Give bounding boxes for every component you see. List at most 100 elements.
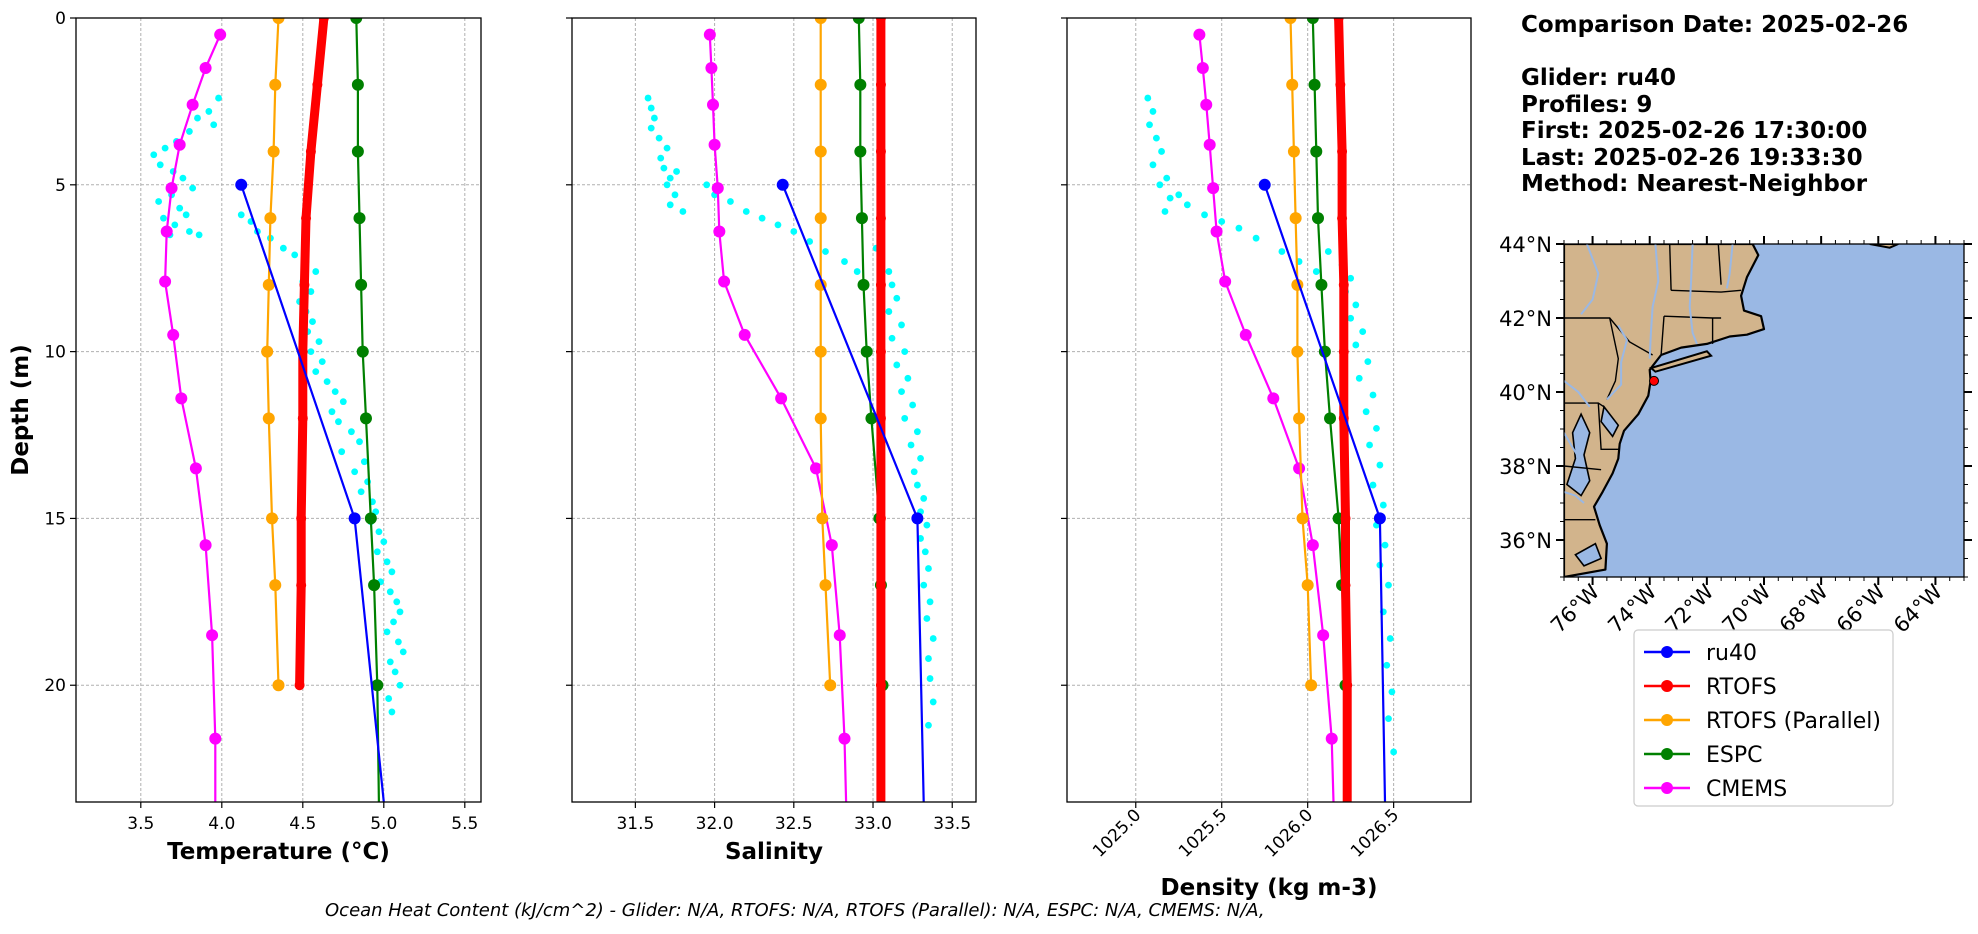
lat-tick-label: 40°N <box>1499 381 1552 405</box>
map-area <box>1564 244 1899 577</box>
series-marker <box>911 512 924 525</box>
series-marker <box>857 278 870 291</box>
legend-marker <box>1661 680 1673 692</box>
lon-tick-label: 66°W <box>1832 579 1890 637</box>
glider-point <box>1352 341 1360 349</box>
bay <box>1600 404 1620 438</box>
glider-point <box>1163 174 1171 182</box>
series-marker <box>312 79 323 90</box>
x-tick-label: 32.0 <box>696 814 734 834</box>
river <box>1564 432 1585 467</box>
series-marker <box>209 732 222 745</box>
series-marker <box>186 98 199 111</box>
glider-point <box>205 108 213 115</box>
series-marker <box>1373 512 1386 525</box>
glider-point <box>673 168 680 175</box>
legend-label: CMEMS <box>1706 777 1787 802</box>
glider-point <box>1149 161 1157 169</box>
glider-point <box>660 164 668 172</box>
x-tick-label: 1025.0 <box>1089 805 1145 861</box>
river <box>1648 244 1660 359</box>
glider-point <box>923 615 931 622</box>
glider-point <box>1388 688 1396 696</box>
glider-location-map: 44°N 42°N 40°N 38°N 36°N 76°W 74°W 72°W 70°W 68°W… <box>1499 233 1972 638</box>
series-marker <box>814 18 827 24</box>
x-tick-label: 33.5 <box>933 814 971 834</box>
last-profile-time: Last: 2025-02-26 19:33:30 <box>1521 144 1863 171</box>
lon-tick-label: 72°W <box>1660 579 1718 637</box>
plot-area <box>1144 18 1398 802</box>
state-border <box>1671 289 1742 293</box>
series-marker <box>1296 512 1309 525</box>
comparison-info: Comparison Date: 2025-02-26 Glider: ru40… <box>1521 12 1908 198</box>
series-marker <box>707 98 720 111</box>
river <box>1606 324 1628 401</box>
series-marker <box>854 145 867 158</box>
x-tick-label: 1026.5 <box>1347 805 1403 861</box>
glider-point <box>328 408 336 416</box>
series-marker <box>351 145 364 158</box>
glider-point <box>822 248 829 255</box>
salinity-panel: 31.5 32.0 32.5 33.0 33.5 Salinity <box>566 17 977 865</box>
axes-frame <box>1066 17 1472 803</box>
long-island <box>1649 350 1713 373</box>
series-marker <box>214 28 227 41</box>
series-marker <box>713 225 726 238</box>
glider-point <box>1369 391 1377 399</box>
series-marker <box>1203 138 1216 151</box>
series-marker <box>235 178 248 191</box>
series-marker <box>738 328 751 341</box>
glider-point <box>647 104 655 112</box>
series-marker <box>814 345 827 358</box>
glider-point <box>1183 201 1191 209</box>
y-tick-label: 0 <box>55 9 66 29</box>
series-marker <box>875 580 886 591</box>
series-marker <box>269 78 282 91</box>
glider-name: Glider: ru40 <box>1521 65 1676 91</box>
series-marker <box>1333 18 1344 23</box>
series-marker <box>299 279 310 290</box>
glider-point <box>1352 301 1360 309</box>
legend-label: ru40 <box>1706 641 1757 666</box>
glider-point <box>155 198 163 205</box>
y-tick-label: 20 <box>44 676 66 696</box>
glider-point <box>1347 314 1355 322</box>
series-marker <box>775 392 788 405</box>
series-marker <box>359 412 372 425</box>
glider-point <box>391 668 399 676</box>
first-profile-time: First: 2025-02-26 17:30:00 <box>1521 118 1868 144</box>
glider-point <box>186 228 193 235</box>
glider-point <box>318 358 326 366</box>
glider-point <box>898 321 905 329</box>
glider-point <box>1201 211 1208 219</box>
glider-point <box>1359 328 1367 335</box>
glider-point <box>1381 541 1389 549</box>
glider-point <box>307 288 315 295</box>
series-marker <box>875 680 886 691</box>
y-tick-label: 10 <box>44 343 66 363</box>
state-border <box>1669 244 1672 291</box>
glider-point <box>1369 481 1377 489</box>
glider-point <box>1175 191 1183 199</box>
series-marker <box>1337 146 1348 157</box>
series-marker <box>348 512 361 525</box>
series-marker <box>262 278 275 291</box>
glider-point <box>907 441 915 449</box>
series-line-rtofs <box>295 18 329 690</box>
series-marker <box>875 279 886 290</box>
series-marker <box>1258 178 1271 191</box>
legend-marker <box>1661 748 1673 760</box>
glider-point <box>393 598 401 606</box>
glider-point <box>666 174 674 182</box>
glider-point <box>394 638 402 646</box>
lon-tick-label: 76°W <box>1546 579 1604 637</box>
glider-point <box>923 521 931 529</box>
legend: ru40 RTOFS RTOFS (Parallel) ESPC CMEMS <box>1633 629 1894 807</box>
state-border <box>1564 465 1602 471</box>
series-marker <box>825 539 838 552</box>
series-marker <box>1219 275 1232 288</box>
series-marker <box>294 680 305 691</box>
glider-point <box>1152 134 1160 142</box>
glider-point <box>373 548 381 556</box>
glider-point <box>647 124 655 132</box>
